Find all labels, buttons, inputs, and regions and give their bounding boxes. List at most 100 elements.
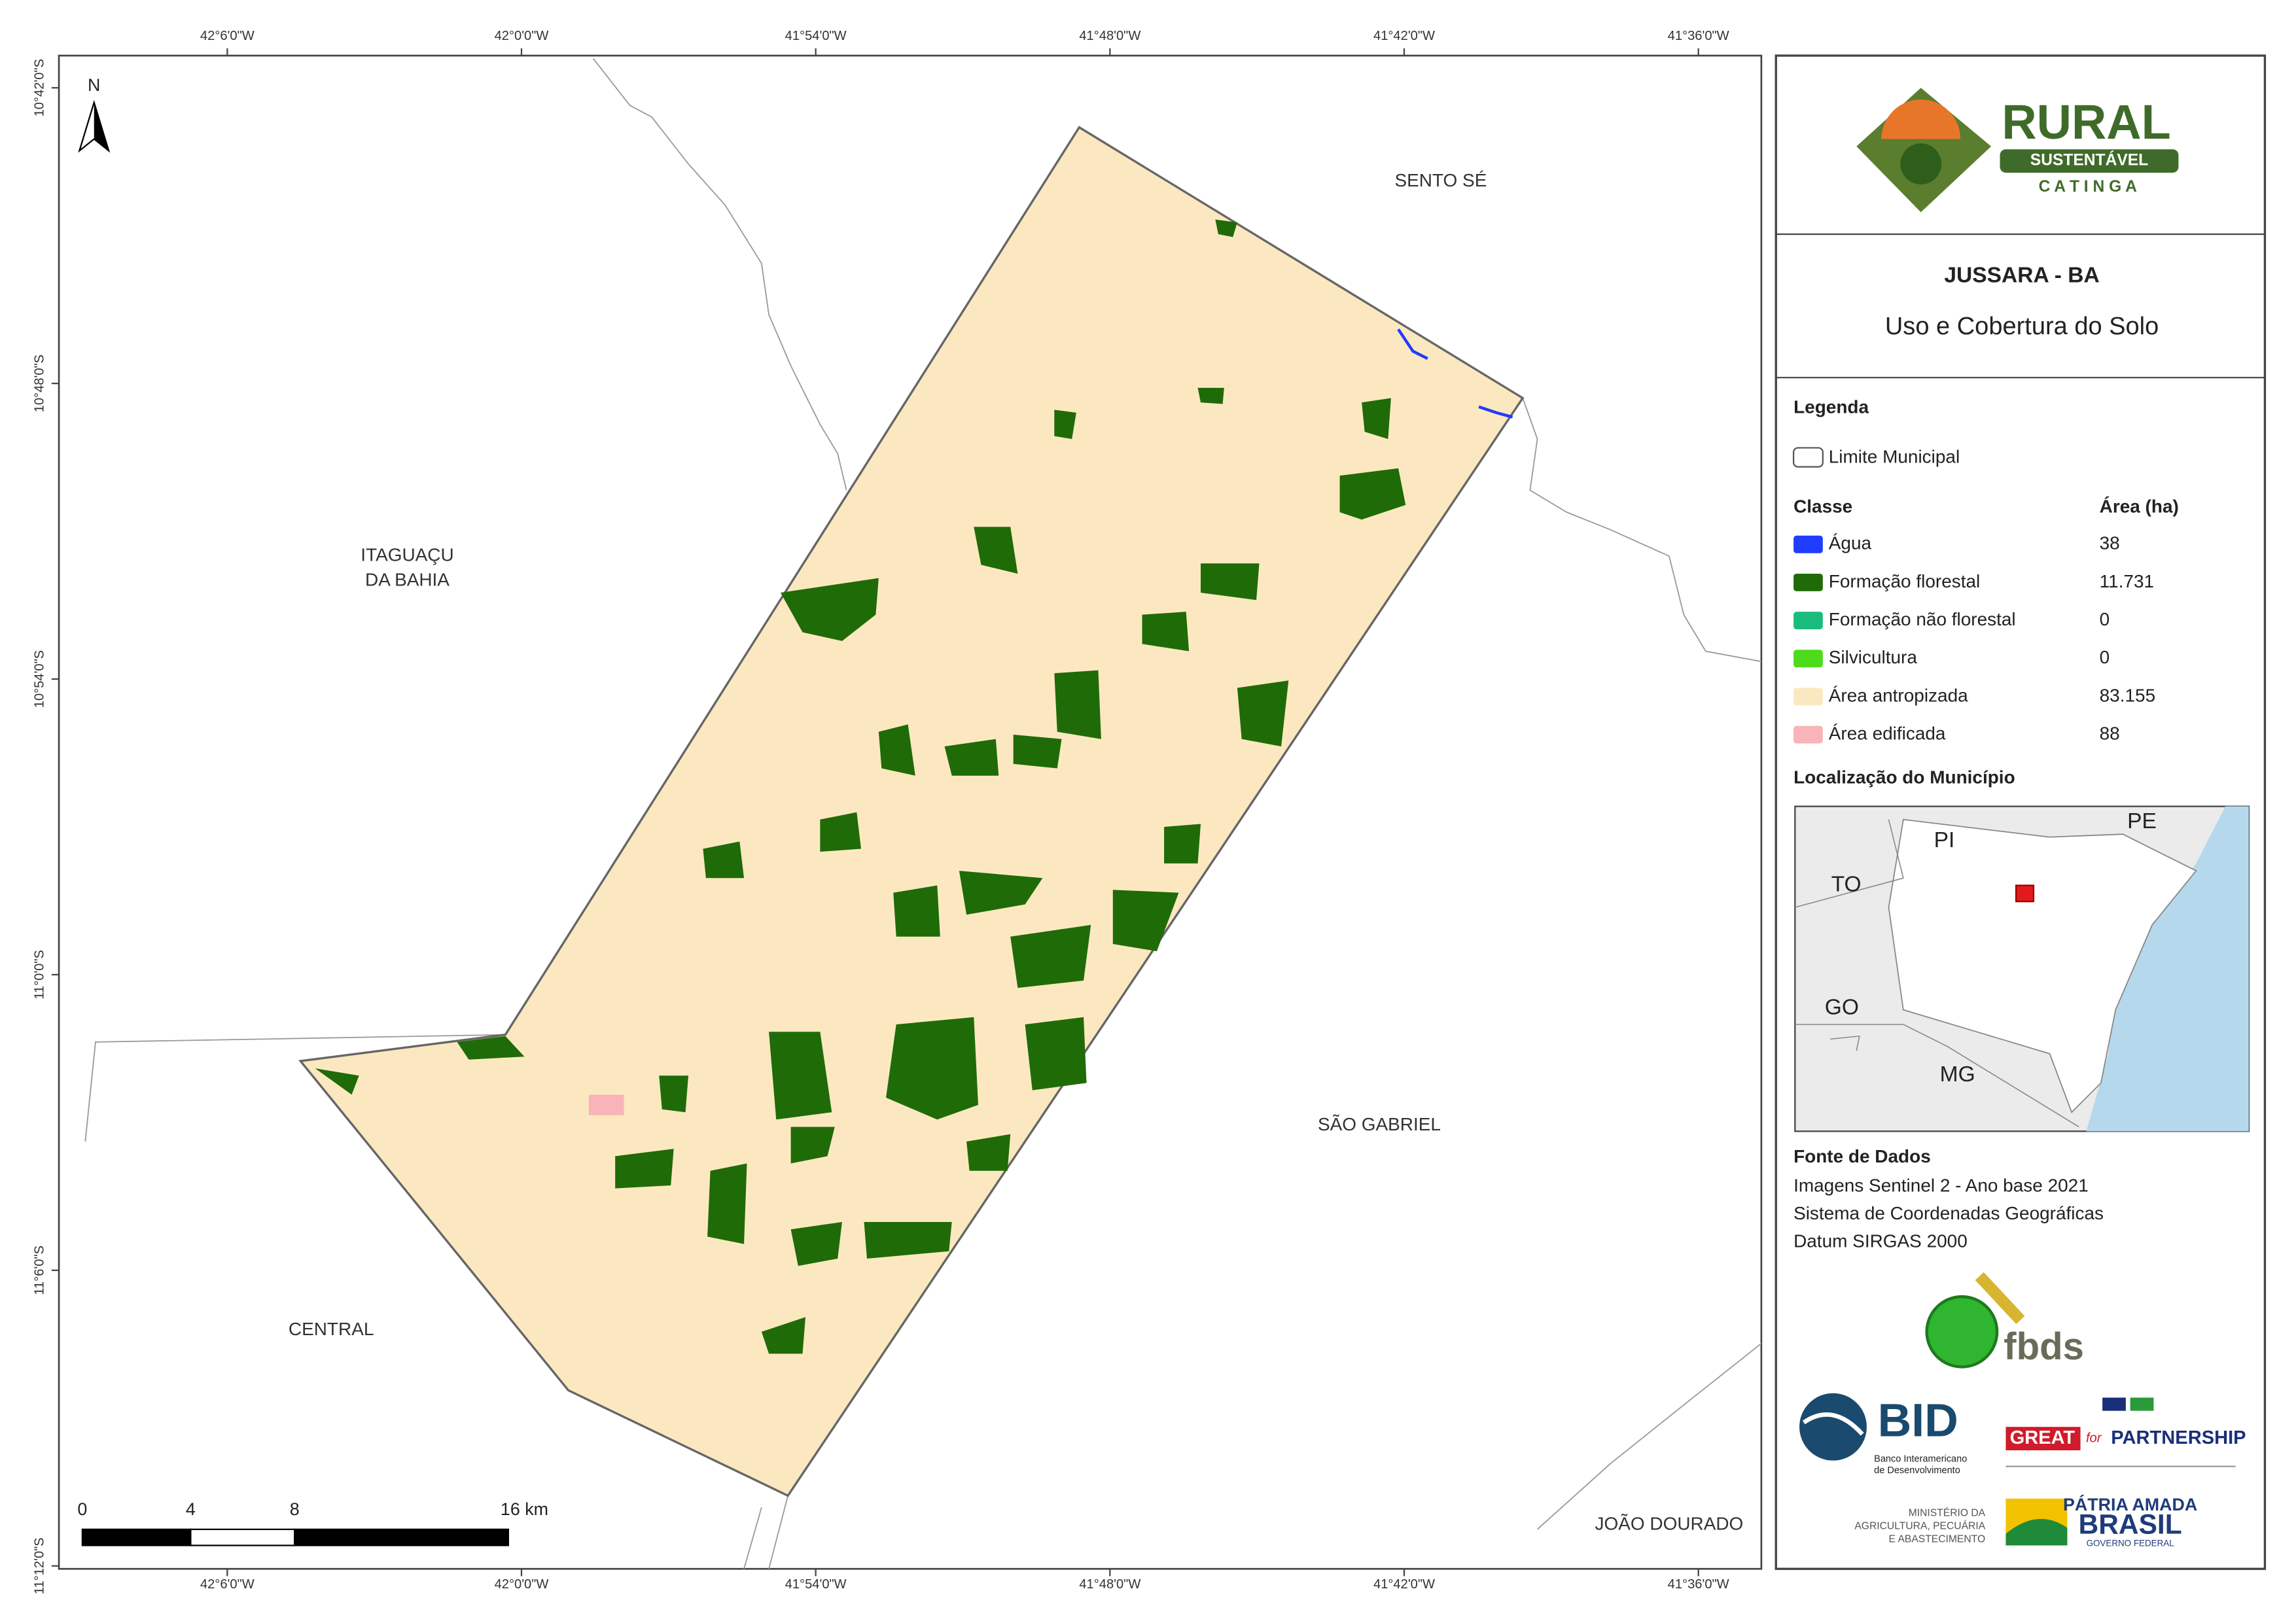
logo-text: SUSTENTÁVEL — [2030, 151, 2148, 169]
forest-patch — [780, 578, 879, 641]
shape — [1975, 1272, 2025, 1325]
legend-swatch — [1793, 725, 1823, 744]
forest-patch — [864, 1222, 952, 1259]
legend-area: 38 — [2100, 533, 2120, 553]
forest-patch — [659, 1075, 689, 1113]
latitude-label: 11°0'0"S — [32, 950, 46, 1000]
legend-label: Silvicultura — [1829, 647, 1918, 667]
forest-patch — [315, 1068, 359, 1095]
forest-patch — [1215, 219, 1237, 237]
logo-text: for — [2086, 1431, 2102, 1445]
shape — [743, 1507, 762, 1569]
longitude-label: 41°42'0"W — [1373, 1577, 1435, 1592]
forest-patch — [703, 841, 745, 879]
latitude-label: 11°12'0"S — [32, 1537, 46, 1594]
forest-patch — [457, 1036, 525, 1060]
source-line: Sistema de Coordenadas Geográficas — [1793, 1203, 2104, 1223]
north-arrow-fill — [94, 102, 109, 151]
built-up-area — [588, 1094, 624, 1115]
forest-patch — [761, 1317, 806, 1354]
legend-title: Legenda — [1793, 397, 1869, 417]
longitude-label: 41°54'0"W — [785, 1577, 847, 1592]
forest-patch — [1054, 410, 1076, 440]
shape — [1900, 143, 1942, 184]
latitude-label: 10°54'0"S — [32, 650, 46, 708]
logo-text: E ABASTECIMENTO — [1889, 1534, 1986, 1545]
latitude-label: 10°42'0"S — [32, 59, 46, 116]
great-box — [2005, 1427, 2081, 1451]
shape — [81, 1528, 192, 1546]
bid-logo — [1799, 1393, 1867, 1461]
shape — [768, 1495, 789, 1569]
forest-patch — [1013, 735, 1062, 769]
state-label: MG — [1940, 1062, 1975, 1087]
legend-swatch — [1793, 650, 1823, 668]
longitude-label: 41°48'0"W — [1079, 29, 1140, 43]
legend-swatch — [1793, 573, 1823, 591]
logo-text: MINISTÉRIO DA — [1909, 1506, 1986, 1518]
legend-label: Água — [1829, 533, 1872, 553]
forest-patch — [769, 1032, 832, 1120]
forest-patch — [1197, 387, 1224, 404]
forest-patch — [886, 1017, 978, 1120]
logo-icon — [1856, 88, 1992, 213]
place-label: SENTO SÉ — [1395, 170, 1487, 190]
place-label: CENTRAL — [289, 1319, 374, 1339]
logo-text: PARTNERSHIP — [2111, 1427, 2246, 1448]
shape — [1881, 99, 1961, 139]
forest-patch — [893, 885, 940, 937]
forest-patch — [1112, 890, 1179, 952]
shape — [1522, 398, 1762, 663]
sources-title: Fonte de Dados — [1793, 1146, 1931, 1166]
longitude-label: 42°0'0"W — [495, 29, 549, 43]
shape — [592, 58, 847, 491]
legend-area: 11.731 — [2100, 571, 2154, 591]
forest-patch — [878, 724, 915, 776]
logo-text: RURAL — [2002, 95, 2170, 149]
forest-patch — [974, 527, 1018, 574]
legend-swatch — [1793, 688, 1823, 706]
longitude-label: 41°36'0"W — [1668, 29, 1729, 43]
forest-patch — [820, 812, 862, 852]
state-label: TO — [1831, 872, 1862, 896]
location-inset — [1794, 805, 2250, 1132]
forest-patch — [1164, 824, 1201, 864]
scale-label: 8 — [290, 1499, 300, 1519]
longitude-label: 42°0'0"W — [495, 1577, 549, 1592]
longitude-label: 41°42'0"W — [1373, 29, 1435, 43]
logo-band — [2000, 149, 2179, 173]
forest-patch — [959, 871, 1043, 915]
forest-patch — [790, 1222, 842, 1266]
forest-patch — [1237, 680, 1289, 746]
legend-area: 83.155 — [2100, 685, 2156, 705]
source-line: Datum SIRGAS 2000 — [1793, 1231, 1968, 1251]
coordinate-labels: 42°6'0"W 42°6'0"W 42°0'0"W 42°0'0"W 41°54'0"… — [32, 29, 1729, 1594]
shape — [190, 1528, 296, 1546]
shape — [1536, 1343, 1762, 1530]
shape — [1795, 819, 2079, 1128]
shape — [1888, 818, 2197, 1113]
north-label: N — [88, 75, 100, 95]
legend-label: Limite Municipal — [1829, 447, 1960, 467]
forest-patch — [1054, 670, 1101, 739]
legend-label: Área antropizada — [1829, 685, 1968, 705]
forest-patch — [966, 1134, 1011, 1171]
forest-patch — [707, 1163, 747, 1244]
scale-bar — [81, 1528, 509, 1546]
logo-text: BRASIL — [2079, 1510, 2182, 1541]
legend-label: Área edificada — [1829, 723, 1946, 743]
municipality — [298, 126, 1525, 1497]
place-label: DA BAHIA — [365, 570, 450, 590]
shape — [294, 1528, 509, 1546]
forest-patch — [1201, 563, 1260, 601]
subtitle: Uso e Cobertura do Solo — [1885, 313, 2159, 340]
shape — [84, 1034, 506, 1142]
logo-text: AGRICULTURA, PECUÁRIA — [1854, 1519, 1985, 1531]
logo-text: fbds — [2004, 1325, 2084, 1368]
forest-patch — [1142, 612, 1190, 652]
forest-patch — [1025, 1017, 1087, 1091]
logo-text: C A T I N G A — [2039, 178, 2138, 196]
place-label: JOÃO DOURADO — [1595, 1514, 1744, 1534]
